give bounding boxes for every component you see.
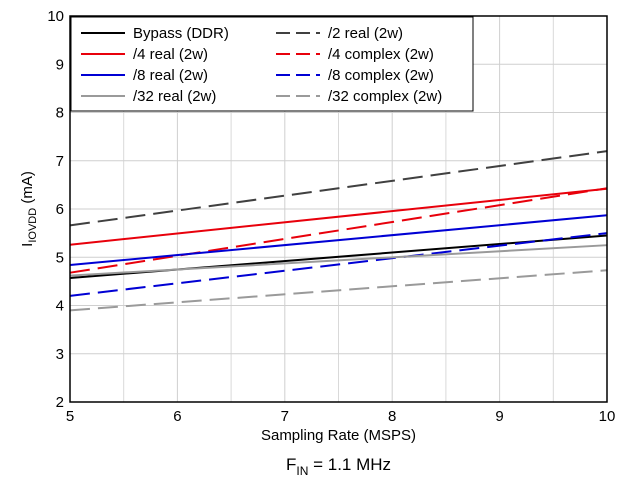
series-line: [69, 187, 608, 274]
series-layer: [69, 150, 608, 312]
legend-label: /8 real (2w): [133, 67, 208, 84]
legend-label: /32 real (2w): [133, 88, 216, 105]
y-tick-label: 10: [47, 8, 64, 25]
legend-label: Bypass (DDR): [133, 25, 229, 42]
y-tick-label: 7: [56, 153, 64, 170]
series-line: [69, 187, 608, 246]
x-axis-label: Sampling Rate (MSPS): [261, 427, 416, 444]
legend-label: /32 complex (2w): [328, 88, 442, 105]
x-tick-label: 6: [173, 408, 181, 425]
series-line: [69, 232, 608, 297]
x-tick-label: 8: [388, 408, 396, 425]
series-line: [69, 244, 608, 277]
x-axis-ticks: 5 6 7 8 9 10: [66, 408, 616, 425]
y-axis-label-subscript: IOVDD: [27, 208, 39, 243]
legend-label: /2 real (2w): [328, 25, 403, 42]
y-axis-label: IIOVDD (mA): [19, 171, 39, 247]
plot-frame: [69, 15, 608, 403]
y-tick-label: 9: [56, 56, 64, 73]
x-tick-label: 5: [66, 408, 74, 425]
y-axis-ticks: 2 3 4 5 6 7 8 9 10: [47, 8, 64, 411]
y-tick-label: 4: [56, 298, 64, 315]
series-line: [69, 150, 608, 227]
y-axis-label-unit: (mA): [19, 171, 36, 208]
legend-box: [70, 16, 474, 112]
footnote: FIN = 1.1 MHz: [286, 455, 391, 478]
y-axis-label-main: I: [19, 243, 36, 247]
y-tick-label: 3: [56, 346, 64, 363]
footnote-rest: = 1.1 MHz: [308, 455, 391, 474]
x-tick-label: 7: [281, 408, 289, 425]
y-tick-label: 2: [56, 394, 64, 411]
legend-label: /8 complex (2w): [328, 67, 434, 84]
footnote-main: F: [286, 455, 296, 474]
y-tick-label: 5: [56, 249, 64, 266]
x-tick-label: 9: [495, 408, 503, 425]
y-tick-label: 8: [56, 105, 64, 122]
footnote-subscript: IN: [296, 464, 308, 478]
legend-label: /4 real (2w): [133, 46, 208, 63]
legend-label: /4 complex (2w): [328, 46, 434, 63]
series-line: [69, 214, 608, 266]
y-tick-label: 6: [56, 201, 64, 218]
x-tick-label: 10: [599, 408, 616, 425]
series-line: [69, 269, 608, 312]
legend: Bypass (DDR) /2 real (2w) /4 real (2w) /4 c…: [70, 16, 474, 112]
